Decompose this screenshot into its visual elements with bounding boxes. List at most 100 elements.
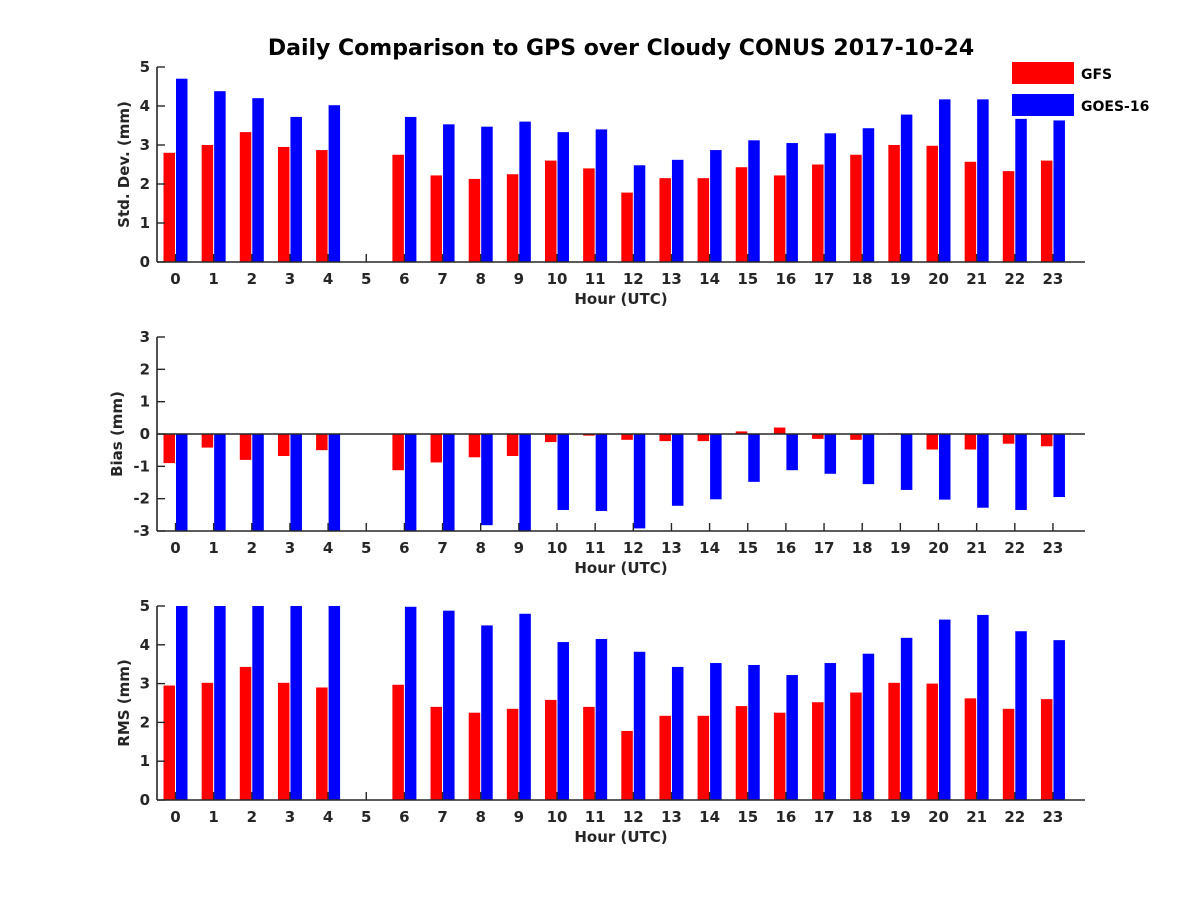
- gfs-bar-hour-9: [506, 708, 519, 800]
- gfs-bar-hour-13: [659, 434, 671, 442]
- goes16-bar-hour-8: [481, 625, 493, 800]
- gfs-bar-hour-12: [621, 434, 633, 440]
- x-tick-label: 10: [547, 539, 568, 557]
- x-tick-label: 22: [1004, 808, 1025, 826]
- goes16-bar-hour-23: [1053, 640, 1065, 800]
- gfs-bar-hour-17: [812, 434, 824, 439]
- x-tick-label: 5: [361, 270, 371, 288]
- gfs-bar-hour-20: [926, 434, 938, 450]
- goes16-bar-hour-0: [176, 434, 188, 531]
- gfs-bar-hour-8: [468, 434, 481, 458]
- legend-label-gfs: GFS: [1081, 67, 1112, 83]
- x-tick-label: 9: [514, 539, 524, 557]
- gfs-bar-hour-18: [850, 434, 862, 440]
- x-tick-label: 7: [437, 270, 447, 288]
- legend-label-goes16: GOES-16: [1081, 99, 1149, 115]
- gfs-bar-hour-0: [163, 685, 175, 800]
- y-tick-label: -3: [133, 522, 150, 540]
- gfs-bar-hour-9: [506, 434, 519, 456]
- goes16-bar-hour-7: [443, 124, 455, 262]
- x-tick-label: 21: [966, 539, 987, 557]
- gfs-bar-hour-0: [163, 434, 175, 464]
- x-tick-label: 13: [661, 270, 682, 288]
- y-tick-label: 0: [140, 791, 150, 809]
- goes16-bar-hour-14: [710, 434, 722, 500]
- gfs-bar-hour-17: [812, 702, 824, 800]
- y-tick-label: 0: [140, 253, 150, 271]
- gfs-bar-hour-7: [430, 434, 443, 463]
- goes16-bar-hour-10: [557, 642, 569, 800]
- x-tick-label: 17: [814, 270, 835, 288]
- goes16-bar-hour-1: [214, 91, 226, 263]
- x-tick-label: 18: [852, 539, 873, 557]
- x-tick-label: 6: [399, 808, 409, 826]
- x-tick-label: 23: [1043, 808, 1064, 826]
- gfs-bar-hour-11: [583, 434, 595, 436]
- gfs-bar-hour-4: [316, 687, 328, 800]
- goes16-bar-hour-17: [824, 663, 837, 800]
- goes16-bar-hour-3: [290, 116, 302, 262]
- gfs-bar-hour-6: [392, 684, 404, 800]
- gfs-bar-hour-20: [926, 145, 938, 262]
- x-axis-label: Hour (UTC): [574, 828, 667, 846]
- gfs-bar-hour-13: [659, 178, 671, 262]
- x-tick-label: 8: [475, 808, 485, 826]
- y-tick-label: 1: [140, 393, 150, 411]
- y-tick-label: 5: [140, 58, 150, 76]
- goes16-bar-hour-6: [404, 434, 417, 531]
- gfs-bar-hour-0: [163, 152, 175, 262]
- x-tick-label: 7: [437, 539, 447, 557]
- gfs-bar-hour-8: [468, 178, 481, 262]
- x-tick-label: 12: [623, 808, 644, 826]
- x-tick-label: 18: [852, 808, 873, 826]
- goes16-bar-hour-3: [290, 606, 302, 800]
- goes16-bar-hour-2: [252, 98, 264, 262]
- goes16-bar-hour-6: [404, 116, 417, 262]
- goes16-bar-hour-14: [710, 150, 722, 262]
- goes16-bar-hour-21: [977, 434, 989, 508]
- x-tick-label: 19: [890, 270, 911, 288]
- goes16-bar-hour-20: [939, 434, 951, 500]
- x-tick-label: 15: [737, 808, 758, 826]
- goes16-bar-hour-23: [1053, 434, 1065, 498]
- goes16-bar-hour-12: [633, 434, 646, 529]
- goes16-bar-hour-9: [519, 434, 531, 531]
- goes16-bar-hour-12: [633, 651, 646, 800]
- x-tick-label: 20: [928, 808, 949, 826]
- y-tick-label: 5: [140, 597, 150, 615]
- gfs-bar-hour-2: [239, 434, 252, 460]
- gfs-bar-hour-15: [735, 167, 748, 262]
- goes16-bar-hour-13: [671, 666, 684, 800]
- goes16-bar-hour-2: [252, 434, 264, 531]
- gfs-bar-hour-16: [773, 712, 786, 800]
- gfs-bar-hour-4: [316, 150, 328, 262]
- goes16-bar-hour-19: [900, 637, 913, 800]
- x-tick-label: 5: [361, 539, 371, 557]
- goes16-bar-hour-18: [862, 653, 875, 800]
- gfs-bar-hour-10: [545, 699, 557, 800]
- goes16-bar-hour-9: [519, 121, 531, 262]
- goes16-bar-hour-10: [557, 132, 569, 262]
- gfs-bar-hour-11: [583, 706, 595, 800]
- goes16-bar-hour-16: [786, 675, 798, 800]
- goes16-bar-hour-3: [290, 434, 302, 531]
- y-tick-label: 4: [140, 636, 150, 654]
- gfs-bar-hour-16: [773, 175, 786, 262]
- x-tick-label: 1: [208, 539, 218, 557]
- x-tick-label: 3: [285, 270, 295, 288]
- gfs-bar-hour-18: [850, 154, 862, 262]
- y-tick-label: -2: [133, 490, 150, 508]
- x-tick-label: 0: [170, 270, 180, 288]
- y-tick-label: 0: [140, 425, 150, 443]
- x-tick-label: 8: [475, 539, 485, 557]
- gfs-bar-hour-12: [621, 730, 633, 800]
- x-axis-label: Hour (UTC): [574, 290, 667, 308]
- gfs-bar-hour-22: [1002, 708, 1015, 800]
- goes16-bar-hour-21: [977, 99, 989, 263]
- x-tick-label: 23: [1043, 539, 1064, 557]
- gfs-bar-hour-16: [773, 427, 786, 434]
- gfs-bar-hour-3: [277, 146, 290, 262]
- gfs-bar-hour-15: [735, 431, 748, 434]
